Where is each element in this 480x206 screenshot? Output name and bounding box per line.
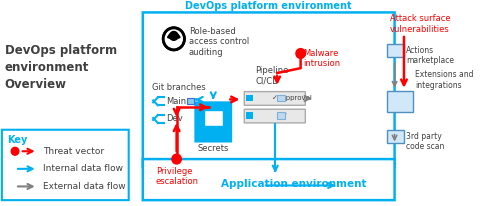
- Text: Privilege
escalation: Privilege escalation: [156, 167, 199, 186]
- Bar: [387, 91, 413, 112]
- Text: ✓: ✓: [282, 113, 288, 119]
- Text: Internal data flow: Internal data flow: [43, 164, 123, 173]
- Text: Main: Main: [166, 97, 186, 106]
- Wedge shape: [168, 33, 180, 40]
- Text: *****: *****: [205, 117, 222, 123]
- Text: Attack surface
vulnerabilities: Attack surface vulnerabilities: [390, 14, 451, 34]
- Bar: [277, 95, 285, 101]
- Text: External data flow: External data flow: [43, 182, 126, 191]
- Text: ✓: ✓: [273, 95, 278, 102]
- Text: Pipeline
CI/CD: Pipeline CI/CD: [255, 66, 289, 86]
- FancyBboxPatch shape: [143, 12, 395, 167]
- Text: Extensions and
integrations: Extensions and integrations: [415, 70, 474, 90]
- Text: Role-based
access control
auditing: Role-based access control auditing: [189, 27, 249, 57]
- Circle shape: [296, 49, 305, 58]
- Bar: [246, 95, 252, 101]
- Text: Dev: Dev: [166, 115, 183, 123]
- FancyBboxPatch shape: [143, 159, 395, 200]
- FancyBboxPatch shape: [244, 92, 305, 105]
- Text: Application environment: Application environment: [221, 179, 367, 188]
- Text: Threat vector: Threat vector: [43, 147, 104, 156]
- Text: Approval: Approval: [282, 95, 312, 102]
- Bar: [277, 112, 285, 119]
- Text: Git branches: Git branches: [152, 83, 206, 92]
- Bar: [387, 44, 404, 57]
- Circle shape: [165, 30, 182, 48]
- Text: Key: Key: [8, 135, 28, 145]
- Bar: [387, 130, 404, 143]
- Text: 3rd party
code scan: 3rd party code scan: [406, 132, 444, 151]
- Text: Secrets: Secrets: [198, 144, 229, 153]
- Bar: [187, 98, 193, 104]
- FancyBboxPatch shape: [244, 109, 305, 123]
- Circle shape: [163, 27, 185, 50]
- Text: Actions
marketplace: Actions marketplace: [406, 46, 454, 65]
- FancyBboxPatch shape: [2, 130, 129, 200]
- Text: Malware
intrusion: Malware intrusion: [303, 49, 341, 68]
- Circle shape: [163, 27, 185, 50]
- Text: DevOps platform environment: DevOps platform environment: [185, 1, 352, 12]
- Bar: [246, 112, 252, 119]
- FancyBboxPatch shape: [195, 102, 231, 142]
- Circle shape: [172, 154, 181, 164]
- Circle shape: [169, 32, 178, 40]
- Circle shape: [11, 147, 19, 155]
- Bar: [204, 110, 223, 126]
- Circle shape: [166, 30, 182, 47]
- Text: DevOps platform
environment
Overview: DevOps platform environment Overview: [5, 44, 117, 91]
